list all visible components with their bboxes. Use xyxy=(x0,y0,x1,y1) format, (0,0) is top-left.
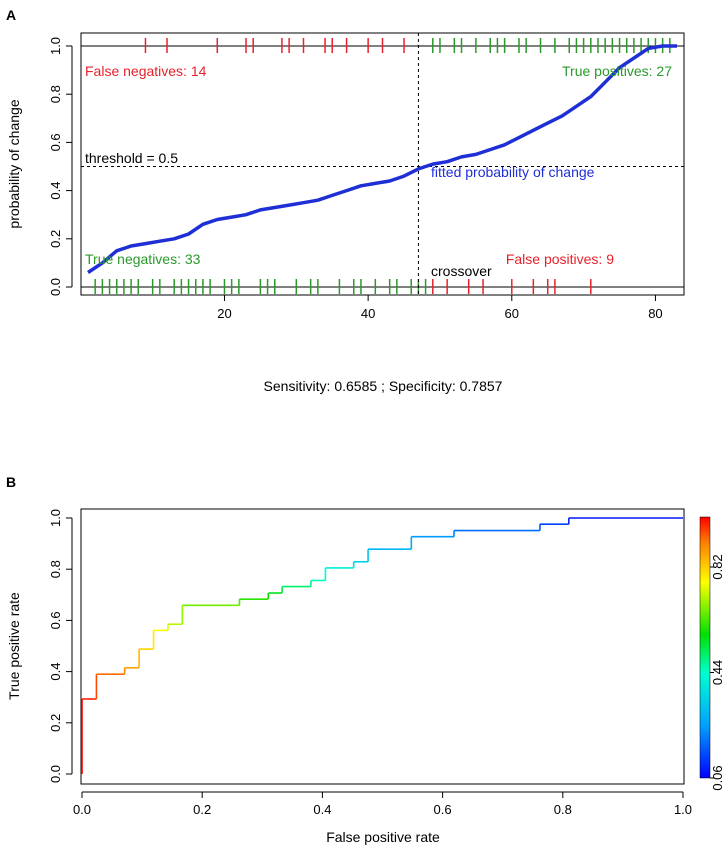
x-tick-label-a: 80 xyxy=(648,306,662,321)
panel-label-b: B xyxy=(6,474,16,490)
false-negatives-label: False negatives: 14 xyxy=(85,63,207,79)
y-axis-a: 0.0 0.2 0.4 0.6 0.8 1.0 xyxy=(48,37,73,296)
y-tick-label-b: 0.8 xyxy=(48,560,63,578)
x-tick-label-b: 1.0 xyxy=(674,802,692,817)
x-tick-label-b: 0.6 xyxy=(434,802,452,817)
x-tick-label-b: 0.2 xyxy=(193,802,211,817)
y-tick-label-a: 1.0 xyxy=(48,37,63,55)
sensitivity-specificity: Sensitivity: 0.6585 ; Specificity: 0.785… xyxy=(264,378,503,394)
y-tick-label-b: 1.0 xyxy=(48,509,63,527)
y-tick-label-b: 0.6 xyxy=(48,611,63,629)
x-tick-label-b: 0.8 xyxy=(554,802,572,817)
y-tick-label-a: 0.8 xyxy=(48,85,63,103)
y-tick-label-a: 0.2 xyxy=(48,230,63,248)
fitted-curve-label: fitted probability of change xyxy=(431,164,595,180)
colorbar-tick-label: 0.44 xyxy=(710,660,725,685)
panel-a: 0.0 0.2 0.4 0.6 0.8 1.0 20 40 60 80 probability … xyxy=(6,32,685,394)
crossover-label: crossover xyxy=(431,263,492,279)
y-tick-label-a: 0.6 xyxy=(48,133,63,151)
y-tick-label-a: 0.0 xyxy=(48,278,63,296)
x-axis-b: 0.0 0.2 0.4 0.6 0.8 1.0 xyxy=(73,791,692,817)
y-tick-label-a: 0.4 xyxy=(48,182,63,200)
fitted-probability-curve xyxy=(87,44,677,274)
colorbar-ticks: 0.06 0.44 0.82 xyxy=(710,554,725,791)
y-axis-b: 0.0 0.2 0.4 0.6 0.8 1.0 xyxy=(48,509,73,783)
false-positives-label: False positives: 9 xyxy=(506,251,614,267)
x-axis-a: 20 40 60 80 xyxy=(217,295,663,321)
x-tick-label-b: 0.4 xyxy=(313,802,331,817)
y-tick-label-b: 0.2 xyxy=(48,714,63,732)
true-negatives-label: True negatives: 33 xyxy=(85,251,201,267)
ylabel-b: True positive rate xyxy=(6,592,22,700)
threshold-label: threshold = 0.5 xyxy=(85,150,178,166)
x-tick-label-a: 20 xyxy=(217,306,231,321)
y-tick-label-b: 0.4 xyxy=(48,663,63,681)
x-tick-label-b: 0.0 xyxy=(73,802,91,817)
rug-marks xyxy=(94,38,671,294)
panel-b: 0.0 0.2 0.4 0.6 0.8 1.0 0.0 0.2 0.4 0.6 0.8 1.0 0.… xyxy=(6,508,725,845)
true-positives-label: True positives: 27 xyxy=(562,63,672,79)
colorbar xyxy=(699,516,711,779)
colorbar-tick-label: 0.82 xyxy=(710,554,725,579)
plot-frame-a xyxy=(80,32,685,296)
x-tick-label-a: 60 xyxy=(505,306,519,321)
xlabel-b: False positive rate xyxy=(326,829,440,845)
ylabel-a: probability of change xyxy=(6,99,22,228)
plot-frame-b xyxy=(80,508,685,785)
x-tick-label-a: 40 xyxy=(361,306,375,321)
roc-curve xyxy=(81,517,683,774)
panel-label-a: A xyxy=(6,7,16,23)
colorbar-tick-label: 0.06 xyxy=(710,765,725,790)
y-tick-label-b: 0.0 xyxy=(48,765,63,783)
